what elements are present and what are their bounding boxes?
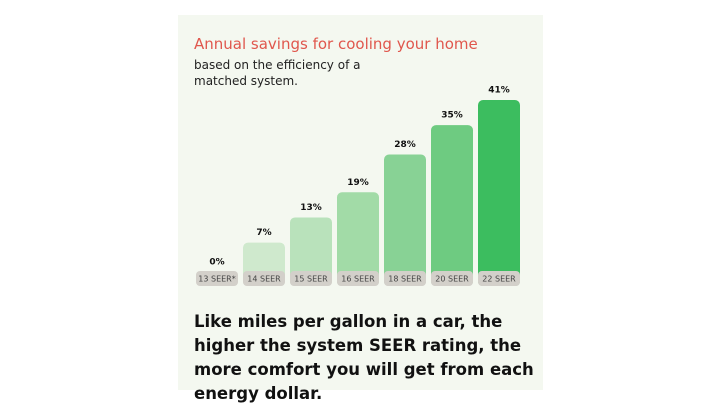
category-pill — [478, 271, 520, 286]
category-pill — [431, 271, 473, 286]
bar — [478, 100, 520, 286]
category-pill — [243, 271, 285, 286]
bar — [337, 192, 379, 286]
value-label: 28% — [394, 140, 416, 150]
category-pill — [196, 271, 238, 286]
chart: 13 SEER* 0% 14 SEER 7% 15 SEER 13% 16 SEER 19% 1… — [196, 86, 520, 286]
chart-panel: 13 SEER* 0% 14 SEER 7% 15 SEER 13% 16 SEER 19% 1… — [178, 15, 543, 403]
bar — [384, 154, 426, 286]
x-tick-label: 15 SEER — [294, 275, 328, 284]
caption: Like miles per gallon in a car, the high… — [194, 312, 534, 403]
chart-title: Annual savings for cooling your home — [194, 35, 478, 53]
x-tick-label: 18 SEER — [388, 275, 422, 284]
value-label: 0% — [209, 258, 224, 268]
x-tick-label: 14 SEER — [247, 275, 281, 284]
bar — [290, 217, 332, 286]
x-tick-label: 20 SEER — [435, 275, 469, 284]
value-label: 35% — [441, 111, 463, 121]
x-tick-label: 13 SEER* — [198, 275, 235, 284]
bar — [431, 125, 473, 286]
x-tick-label: 22 SEER — [482, 275, 516, 284]
value-label: 19% — [347, 178, 369, 188]
x-tick-label: 16 SEER — [341, 275, 375, 284]
value-label: 7% — [256, 228, 271, 238]
value-label: 41% — [488, 86, 510, 96]
value-label: 13% — [300, 203, 322, 213]
category-pill — [337, 271, 379, 286]
chart-subtitle: based on the efficiency of a matched sys… — [194, 58, 361, 88]
category-pill — [384, 271, 426, 286]
category-pill — [290, 271, 332, 286]
